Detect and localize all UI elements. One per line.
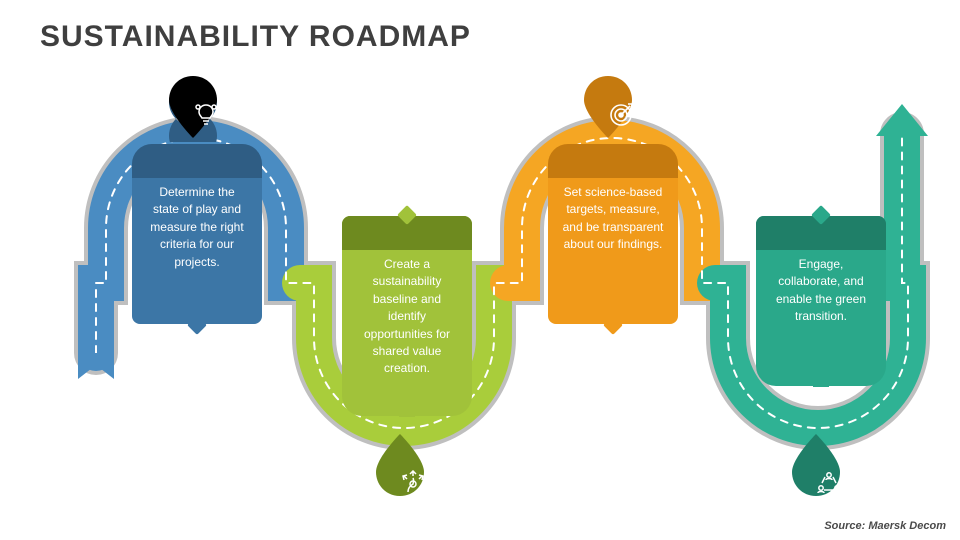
step-2-pin (372, 430, 428, 498)
step-2-card: Create a sustainability baseline and ide… (342, 216, 472, 416)
step-2-text: Create a sustainability baseline and ide… (364, 257, 450, 375)
step-3-pin (580, 74, 636, 142)
source-credit: Source: Maersk Decom (824, 520, 946, 532)
step-4-card: Engage, collaborate, and enable the gree… (756, 216, 886, 386)
roadmap-stage: Determine the state of play and measure … (0, 78, 960, 508)
step-1-card: Determine the state of play and measure … (132, 144, 262, 324)
page-title: SUSTAINABILITY ROADMAP (40, 20, 471, 54)
step-1-text: Determine the state of play and measure … (150, 185, 243, 269)
step-4-pin (788, 430, 844, 498)
step-4-text: Engage, collaborate, and enable the gree… (776, 257, 866, 323)
step-1-pin (165, 74, 221, 142)
step-3-text: Set science-based targets, measure, and … (563, 185, 664, 251)
step-3-card: Set science-based targets, measure, and … (548, 144, 678, 324)
